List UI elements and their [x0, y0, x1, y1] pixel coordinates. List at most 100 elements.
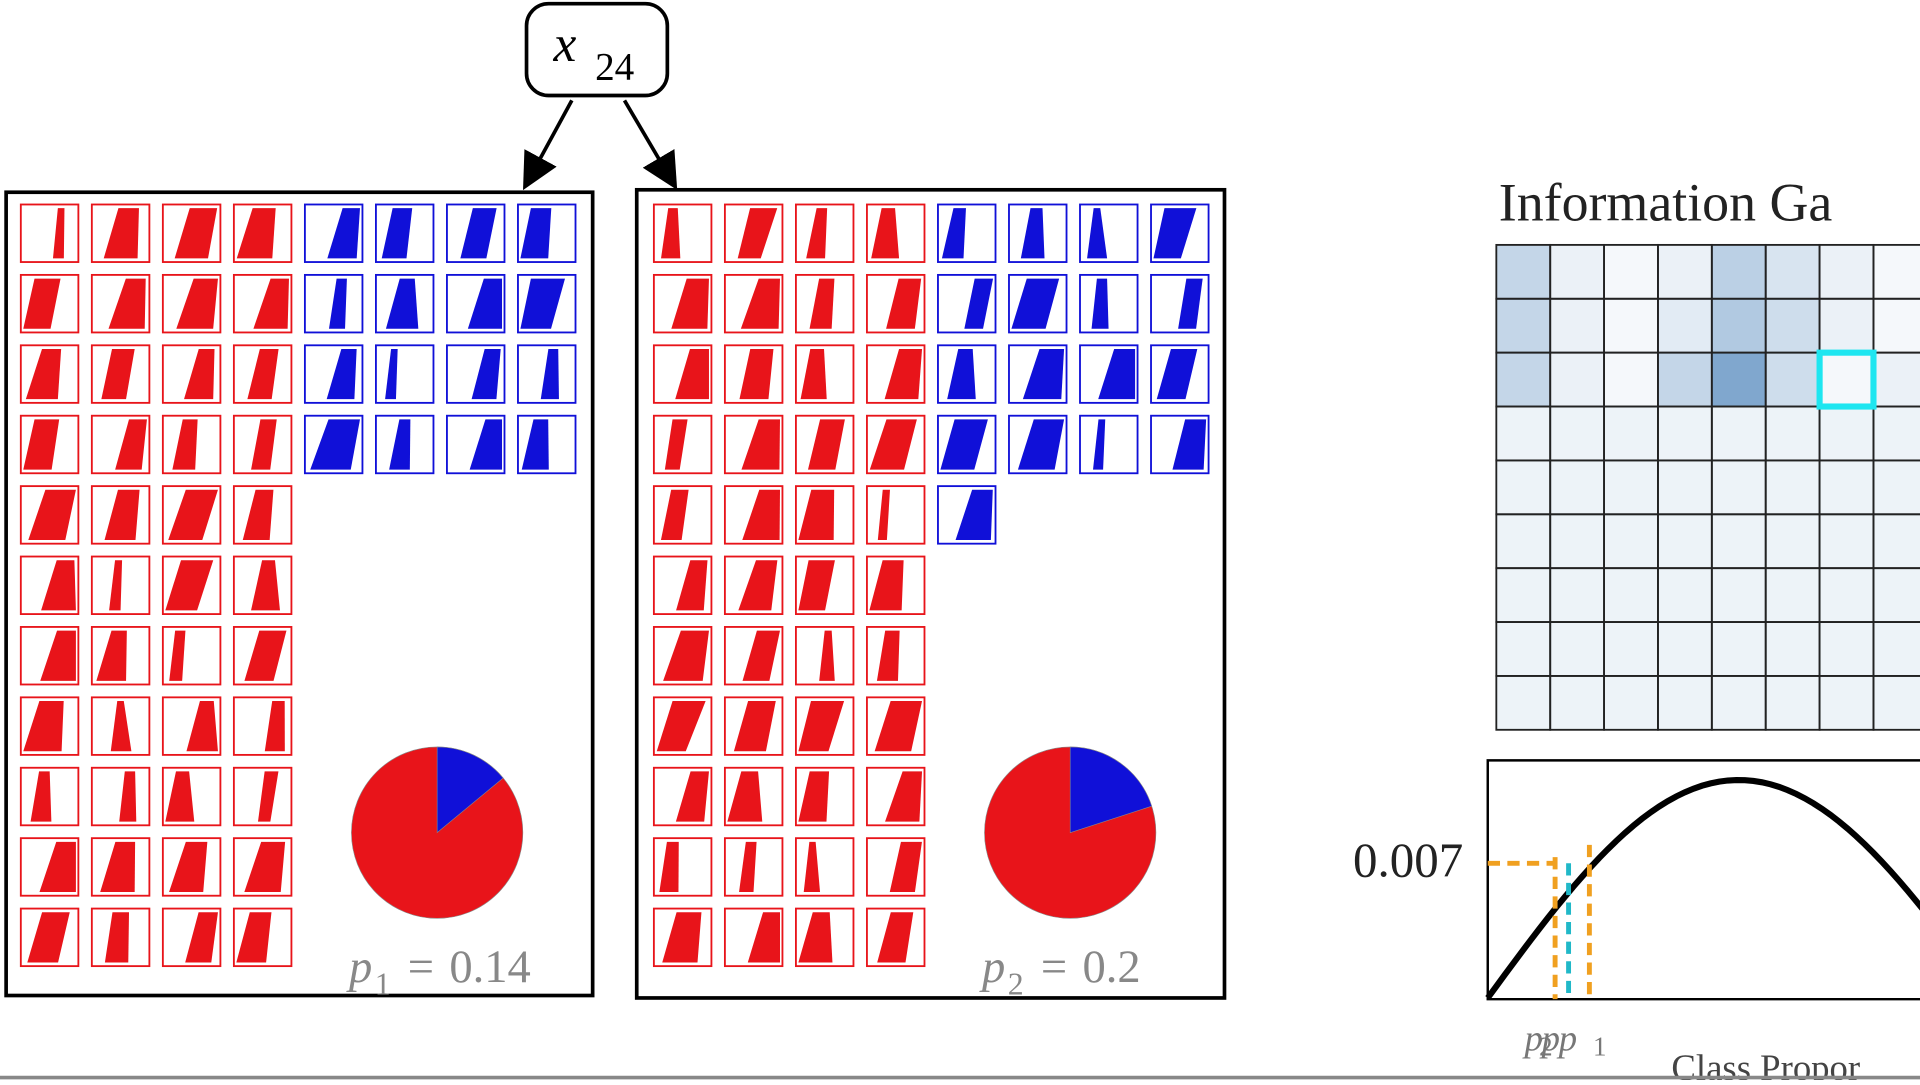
heat-cell	[1710, 675, 1767, 731]
heat-cell	[1872, 513, 1920, 570]
thumb-shape	[186, 701, 218, 752]
thumb-shape	[104, 912, 130, 963]
split-p: p	[346, 942, 372, 993]
thumb-shape	[741, 419, 780, 470]
thumb-shape	[115, 419, 147, 470]
thumb-shape	[662, 912, 702, 963]
thumb-shape	[871, 208, 900, 259]
thumb-shape	[96, 630, 127, 681]
thumb-shape	[1011, 278, 1060, 329]
heat-cell	[1657, 459, 1713, 516]
thumb-shape	[236, 208, 276, 259]
thumb-shape	[184, 348, 215, 400]
thumb-shape	[236, 912, 272, 963]
heat-cell	[1764, 675, 1821, 731]
thumb-shape	[310, 419, 360, 470]
thumb-shape	[385, 348, 398, 400]
heat-cell	[1710, 405, 1767, 462]
split-sub: 1	[375, 966, 391, 1001]
heat-cell	[1818, 567, 1875, 623]
thumb-shape	[251, 419, 277, 470]
heat-cell	[1710, 351, 1767, 408]
thumb-shape	[884, 348, 923, 400]
thumb-shape	[1022, 348, 1065, 400]
thumb	[1079, 414, 1139, 475]
thumb-shape	[521, 419, 549, 470]
heat-cell	[1710, 459, 1767, 516]
thumb-shape	[885, 771, 923, 822]
thumb-shape	[671, 278, 709, 329]
thumb-shape	[941, 208, 966, 259]
pie-slice	[1069, 746, 1153, 834]
thumb-shape	[467, 278, 503, 329]
node-subscript: 24	[595, 46, 634, 89]
thumb-shape	[740, 278, 780, 329]
heat-cell	[1710, 243, 1767, 300]
thumb-shape	[28, 489, 76, 540]
heat-cell	[1495, 459, 1552, 516]
curve-axes	[1486, 759, 1920, 1001]
heat-cell	[1657, 621, 1713, 677]
heat-cell	[1764, 351, 1821, 408]
heat-cell	[1549, 243, 1605, 300]
split-sub: 2	[1008, 966, 1024, 1001]
thumb-shape	[247, 348, 279, 400]
heat-cell	[1818, 351, 1875, 408]
thumb-shape	[169, 841, 208, 893]
thumb-shape	[955, 489, 993, 540]
thumb-shape	[806, 208, 828, 259]
thumb-shape	[809, 278, 835, 329]
heat-cell	[1818, 405, 1875, 462]
heat-cell	[1549, 567, 1605, 623]
thumb-shape	[327, 208, 360, 259]
heat-cell	[1710, 621, 1767, 677]
heat-cell	[1603, 243, 1659, 300]
thumb-shape	[1091, 278, 1109, 329]
thumb	[375, 344, 435, 404]
heat-cell	[1603, 405, 1659, 462]
heat-cell	[1764, 243, 1821, 300]
heat-cell	[1603, 513, 1659, 570]
heat-cell	[1549, 459, 1605, 516]
thumb-shape	[676, 560, 708, 611]
thumb-shape	[23, 419, 60, 470]
thumb-shape	[185, 912, 218, 963]
thumb-shape	[889, 841, 922, 893]
heat-cell	[1818, 459, 1875, 516]
thumb-shape	[656, 701, 706, 752]
thumb-shape	[381, 208, 413, 259]
heat-cell	[1603, 567, 1659, 623]
thumb-shape	[738, 560, 778, 611]
thumb-shape	[1178, 278, 1203, 329]
marker-p: p	[1539, 1018, 1560, 1059]
info-gain-title: Information Ga	[1499, 172, 1833, 232]
right-panel	[634, 187, 1227, 1000]
thumb-shape	[326, 348, 357, 400]
thumb-shape	[460, 208, 497, 259]
marker-sub: 1	[1593, 1032, 1606, 1062]
marker-sub: 2	[1539, 1032, 1552, 1062]
thumb-shape	[165, 771, 195, 822]
heat-cell	[1495, 621, 1552, 677]
heat-cell	[1603, 297, 1659, 354]
thumb-shape	[661, 208, 681, 259]
heat-cell	[1764, 621, 1821, 677]
thumb-shape	[663, 630, 709, 681]
heat-cell	[1872, 405, 1920, 462]
x-label: Class Propor	[1671, 1047, 1860, 1080]
thumb-shape	[23, 278, 61, 329]
thumb-shape	[947, 348, 976, 400]
thumb-shape	[25, 348, 62, 400]
thumb-shape	[739, 348, 774, 400]
heat-cell	[1603, 621, 1659, 677]
thumb-shape	[471, 348, 501, 400]
thumb-shape	[389, 419, 411, 470]
heat-cell	[1872, 675, 1920, 731]
thumb-shape	[1153, 208, 1197, 259]
thumb	[1079, 273, 1139, 334]
thumb-shape	[877, 489, 890, 540]
thumb-shape	[103, 208, 139, 259]
thumb-shape	[940, 419, 988, 470]
thumb-shape	[803, 841, 821, 893]
